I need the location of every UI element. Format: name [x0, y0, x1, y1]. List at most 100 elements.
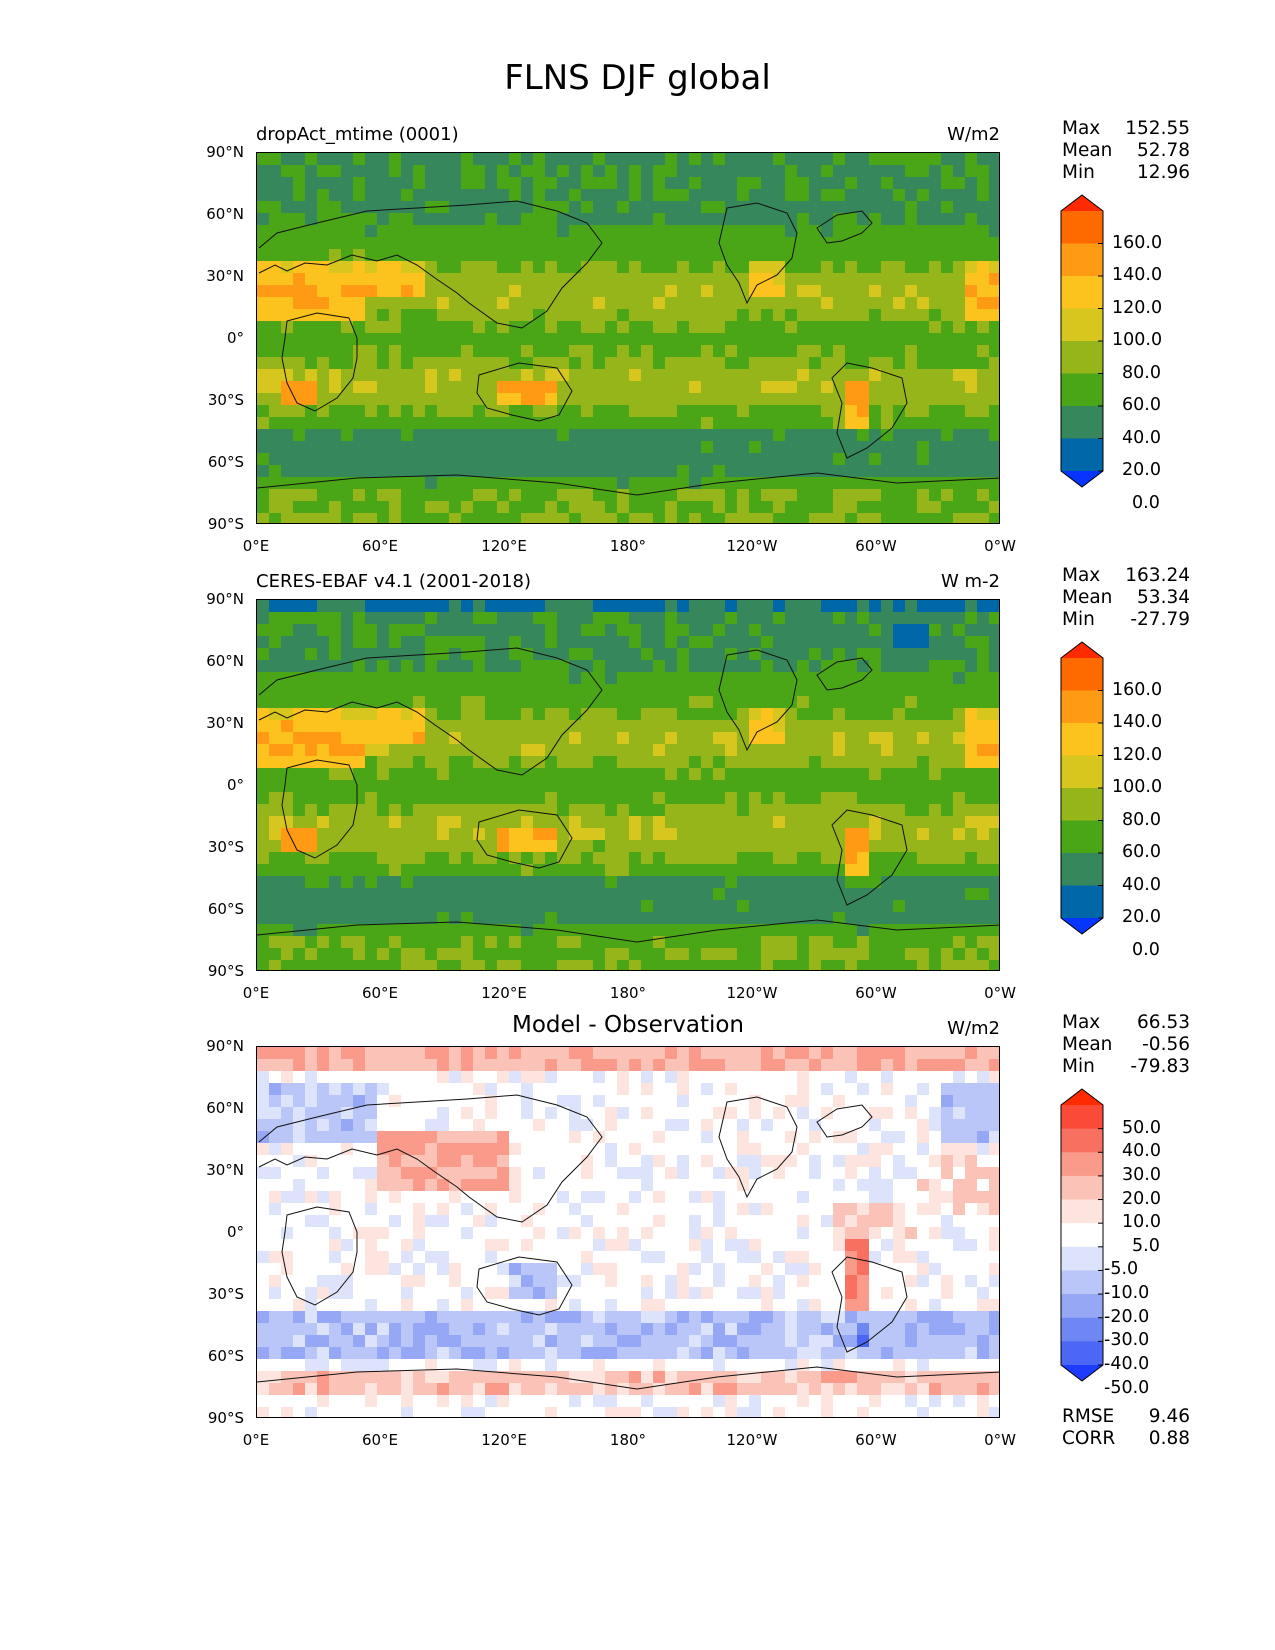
field-cell [653, 1071, 666, 1084]
field-cell [629, 201, 642, 214]
field-cell [893, 696, 906, 709]
field-cell [437, 225, 450, 238]
field-cell [737, 1167, 750, 1180]
field-cell [521, 888, 534, 901]
field-cell [269, 1131, 282, 1144]
field-cell [617, 1107, 630, 1120]
field-cell [449, 1071, 462, 1084]
field-cell [977, 1131, 990, 1144]
field-cell [593, 177, 606, 190]
field-cell [533, 477, 546, 490]
field-cell [305, 660, 318, 673]
field-cell [677, 501, 690, 514]
field-cell [677, 393, 690, 406]
field-cell [809, 417, 822, 430]
field-cell [449, 189, 462, 202]
field-cell [413, 936, 426, 949]
longitude-tick-label: 60°W [855, 537, 897, 555]
field-cell [353, 1047, 366, 1060]
field-cell [569, 732, 582, 745]
field-cell [857, 369, 870, 382]
field-cell [545, 1095, 558, 1108]
field-cell [269, 213, 282, 226]
field-cell [761, 1047, 774, 1060]
field-cell [329, 936, 342, 949]
field-cell [917, 285, 930, 298]
field-cell [401, 189, 414, 202]
field-cell [401, 1059, 414, 1072]
field-cell [845, 612, 858, 625]
field-cell [593, 201, 606, 214]
field-cell [989, 1119, 999, 1132]
field-cell [593, 285, 606, 298]
longitude-tick-label: 60°E [361, 537, 399, 555]
field-cell [965, 600, 978, 613]
field-cell [401, 756, 414, 769]
field-cell [569, 1095, 582, 1108]
field-cell [809, 393, 822, 406]
field-cell [833, 429, 846, 442]
field-cell [833, 612, 846, 625]
field-cell [905, 429, 918, 442]
field-cell [437, 720, 450, 733]
field-cell [689, 501, 702, 514]
field-cell [269, 1095, 282, 1108]
field-cell [365, 333, 378, 346]
field-cell [305, 369, 318, 382]
field-cell [485, 936, 498, 949]
field-cell [857, 1203, 870, 1216]
field-cell [689, 213, 702, 226]
field-cell [377, 273, 390, 286]
field-cell [629, 429, 642, 442]
field-cell [425, 177, 438, 190]
field-cell [329, 333, 342, 346]
field-cell [305, 357, 318, 370]
field-cell [845, 165, 858, 178]
field-cell [425, 936, 438, 949]
field-cell [353, 1083, 366, 1096]
field-cell [557, 297, 570, 310]
field-cell [713, 1119, 726, 1132]
field-cell [917, 1083, 930, 1096]
field-cell [953, 684, 966, 697]
field-cell [785, 417, 798, 430]
field-cell [377, 405, 390, 418]
field-cell [857, 417, 870, 430]
field-cell [845, 189, 858, 202]
field-cell [869, 165, 882, 178]
field-cell [485, 1155, 498, 1168]
field-cell [689, 1203, 702, 1216]
field-cell [929, 828, 942, 841]
field-cell [317, 912, 330, 925]
field-cell [569, 453, 582, 466]
field-cell [569, 177, 582, 190]
latitude-tick-label: 90°S [207, 962, 244, 980]
field-cell [425, 1215, 438, 1228]
colorbar-tick-label: 20.0 [1122, 460, 1161, 480]
field-cell [317, 465, 330, 478]
field-cell [809, 864, 822, 877]
field-cell [689, 672, 702, 685]
field-cell [365, 768, 378, 781]
field-cell [377, 261, 390, 274]
field-cell [545, 960, 558, 970]
field-cell [533, 1059, 546, 1072]
field-cell [653, 465, 666, 478]
field-cell [413, 864, 426, 877]
field-cell [293, 273, 306, 286]
field-cell [917, 660, 930, 673]
field-cell [293, 321, 306, 334]
field-cell [389, 1083, 402, 1096]
field-cell [293, 624, 306, 637]
field-cell [497, 672, 510, 685]
field-cell [293, 1071, 306, 1084]
field-cell [341, 1191, 354, 1204]
field-cell [761, 732, 774, 745]
field-cell [689, 1191, 702, 1204]
coastline [258, 200, 603, 329]
field-cell [569, 1107, 582, 1120]
field-cell [785, 489, 798, 502]
field-cell [929, 732, 942, 745]
field-cell [761, 225, 774, 238]
field-cell [473, 1059, 486, 1072]
